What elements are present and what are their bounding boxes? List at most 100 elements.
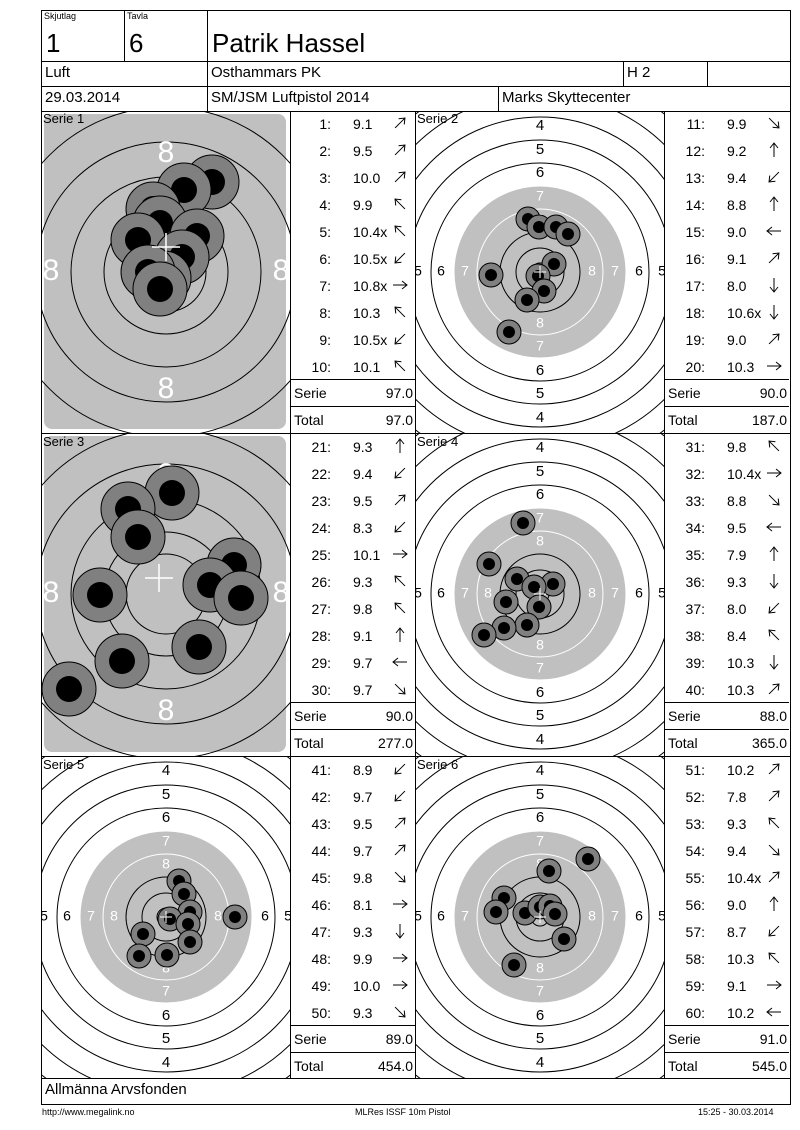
shot-center: [490, 906, 502, 918]
direction-arrow-icon: [768, 952, 780, 964]
total-sum-row-value: 277.0: [377, 735, 413, 751]
ring-number: 5: [416, 908, 422, 924]
shot-number: 60:: [685, 1005, 705, 1021]
serie-sum-row: Serie 90.0: [665, 379, 789, 406]
shot-row: 20: 10.3: [665, 354, 789, 381]
shot-row: 37: 8.0: [665, 596, 789, 623]
shot-center: [478, 629, 490, 641]
shot-value: 7.9: [727, 547, 747, 563]
shot-row: 50: 9.3: [291, 1000, 415, 1027]
shot-number: 31:: [685, 439, 705, 455]
shot-center: [137, 928, 149, 940]
shot-center: [562, 228, 574, 240]
shot-row: 7: 10.8x: [291, 273, 415, 300]
total-sum-row-label: Total: [668, 412, 698, 428]
ring-number: 7: [536, 660, 544, 676]
shot-value: 8.0: [727, 601, 747, 617]
total-sum-row-label: Total: [294, 1058, 324, 1074]
shot-row: 22: 9.4: [291, 461, 415, 488]
shot-value: 9.0: [727, 897, 747, 913]
direction-arrow-icon: [766, 522, 781, 532]
shot-number: 57:: [685, 924, 705, 940]
shot-value: 10.3: [353, 305, 381, 321]
shot-row: 11: 9.9: [665, 111, 789, 138]
serie-sum-row-label: Serie: [294, 385, 327, 401]
date: 29.03.2014: [45, 89, 121, 106]
shot-row: 2: 9.5: [291, 138, 415, 165]
shot-center: [533, 221, 545, 233]
shot-row: 51: 10.2: [665, 757, 789, 784]
shot-number: 12:: [685, 143, 705, 159]
direction-arrow-icon: [766, 226, 781, 236]
ring-number: 8: [158, 694, 175, 727]
shot-center: [186, 634, 212, 660]
ring-number: 6: [635, 908, 643, 924]
ring-number: 6: [437, 585, 445, 601]
discipline-cell: Luft: [41, 61, 208, 87]
scoring-ring: [416, 438, 664, 750]
shot-number: 40:: [685, 682, 705, 698]
ring-number: 7: [536, 338, 544, 354]
footer-url[interactable]: http://www.megalink.no: [42, 1107, 135, 1117]
direction-arrow-icon: [769, 196, 779, 211]
shot-value: 10.3: [727, 682, 755, 698]
sponsor: Allmänna Arvsfonden: [45, 1081, 187, 1098]
direction-arrow-icon: [769, 655, 779, 670]
scoring-ring: [416, 461, 664, 727]
tavla-label: Tavla: [127, 11, 149, 21]
shot-number: 17:: [685, 278, 705, 294]
direction-arrow-icon: [394, 225, 406, 237]
date-cell: 29.03.2014: [41, 86, 208, 112]
shot-center: [161, 949, 173, 961]
shot-number: 16:: [685, 251, 705, 267]
shot-value: 10.2: [727, 762, 755, 778]
serie-sum-row-label: Serie: [668, 1031, 701, 1047]
shot-number: 34:: [685, 520, 705, 536]
shot-center: [528, 581, 540, 593]
shot-value: 9.9: [727, 116, 747, 132]
shot-value: 10.3: [727, 655, 755, 671]
shot-value: 9.1: [353, 116, 373, 132]
ring-number: 5: [42, 908, 48, 924]
scoring-ring: [416, 784, 664, 1050]
shot-center: [171, 177, 197, 203]
shot-row: 16: 9.1: [665, 246, 789, 273]
ring-number: 5: [162, 1030, 170, 1047]
ring-number: 8: [214, 908, 222, 924]
shot-number: 32:: [685, 466, 705, 482]
shot-number: 50:: [311, 1005, 331, 1021]
ring-number: 4: [536, 439, 544, 456]
shot-value: 9.2: [727, 143, 747, 159]
direction-arrow-icon: [768, 494, 780, 506]
shot-value: 9.8: [353, 870, 373, 886]
ring-number: 8: [536, 315, 544, 331]
shot-value: 9.7: [353, 843, 373, 859]
shot-value: 9.7: [353, 789, 373, 805]
total-sum-row: Total 545.0: [665, 1052, 789, 1079]
skjutlag-value: 1: [46, 28, 61, 58]
shot-row: 52: 7.8: [665, 784, 789, 811]
shot-number: 23:: [311, 493, 331, 509]
ring-number: 7: [536, 983, 544, 999]
ring-number: 6: [536, 684, 544, 701]
shot-number: 58:: [685, 951, 705, 967]
scoring-ring: [416, 116, 664, 428]
shot-row: 30: 9.7: [291, 677, 415, 704]
direction-arrow-icon: [769, 142, 779, 157]
serie-4-label: Serie 4: [417, 434, 459, 449]
direction-arrow-icon: [768, 629, 780, 641]
ring-number: 4: [536, 1054, 544, 1071]
shot-row: 12: 9.2: [665, 138, 789, 165]
ring-number: 8: [162, 856, 170, 872]
discipline: Luft: [45, 64, 71, 81]
ring-number: 6: [63, 908, 71, 924]
direction-arrow-icon: [394, 817, 406, 829]
shot-row: 47: 9.3: [291, 919, 415, 946]
shot-value: 9.3: [353, 439, 373, 455]
shot-center: [517, 517, 529, 529]
shot-row: 6: 10.5x: [291, 246, 415, 273]
shot-value: 9.1: [727, 251, 747, 267]
direction-arrow-icon: [395, 438, 405, 453]
shot-value: 9.9: [353, 951, 373, 967]
